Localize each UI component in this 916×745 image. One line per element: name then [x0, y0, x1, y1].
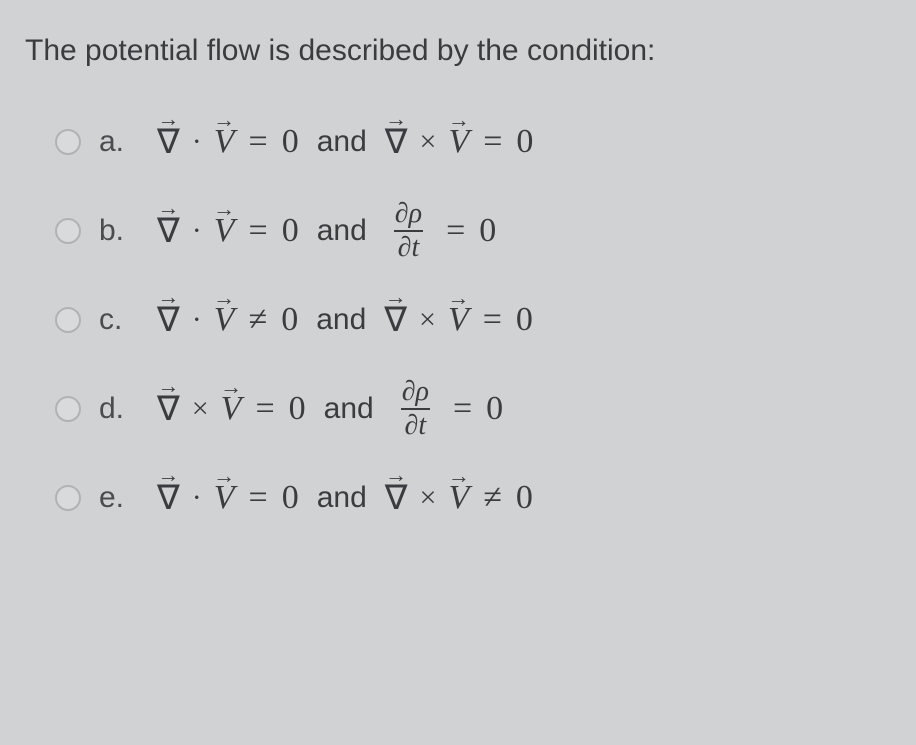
option-row-a[interactable]: a. →∇ · →V = 0 and →∇ × →V = 0	[55, 122, 891, 162]
zero-value: 0	[516, 123, 533, 161]
zero-value: 0	[282, 479, 299, 517]
and-text: and	[317, 481, 367, 515]
fraction: ∂ρ∂t	[398, 378, 433, 440]
and-text: and	[316, 303, 366, 337]
option-row-d[interactable]: d. →∇ × →V = 0 and ∂ρ∂t = 0	[55, 378, 891, 440]
math-expression: →∇ × →V = 0 and ∂ρ∂t = 0	[157, 378, 503, 440]
math-expression: →∇ · →V ≠ 0 and →∇ × →V = 0	[157, 300, 533, 340]
and-text: and	[317, 214, 367, 248]
zero-value: 0	[289, 390, 306, 428]
and-text: and	[324, 392, 374, 426]
fraction-denominator: ∂t	[401, 408, 431, 440]
nabla-symbol: →∇	[385, 478, 408, 518]
equals-sign: =	[446, 212, 465, 250]
nabla-symbol: →∇	[384, 300, 407, 340]
dot-operator: ·	[192, 303, 202, 337]
radio-button[interactable]	[55, 218, 81, 244]
zero-value: 0	[479, 212, 496, 250]
question-text: The potential flow is described by the c…	[25, 30, 891, 72]
zero-value: 0	[281, 301, 298, 339]
times-operator: ×	[420, 481, 437, 515]
equals-sign: =	[249, 479, 268, 517]
option-label: b.	[99, 214, 139, 248]
option-row-b[interactable]: b. →∇ · →V = 0 and ∂ρ∂t = 0	[55, 200, 891, 262]
fraction-denominator: ∂t	[394, 230, 424, 262]
equals-sign: =	[249, 212, 268, 250]
options-container: a.→∇·→V=0and→∇×→V=0b.→∇·→V=0and∂ρ∂t=0c.→…	[25, 122, 891, 518]
radio-button[interactable]	[55, 396, 81, 422]
option-label: c.	[99, 303, 139, 337]
not-equals-sign: ≠	[249, 301, 268, 339]
times-operator: ×	[192, 392, 209, 426]
radio-button[interactable]	[55, 307, 81, 333]
vector-V: →V	[214, 479, 235, 517]
nabla-symbol: →∇	[157, 122, 180, 162]
nabla-symbol: →∇	[157, 389, 180, 429]
option-label: a.	[99, 125, 139, 159]
equals-sign: =	[483, 301, 502, 339]
dot-operator: ·	[192, 125, 202, 159]
equals-sign: =	[249, 123, 268, 161]
nabla-symbol: →∇	[157, 300, 180, 340]
times-operator: ×	[419, 303, 436, 337]
vector-V: →V	[221, 390, 242, 428]
option-label: e.	[99, 481, 139, 515]
zero-value: 0	[516, 301, 533, 339]
option-row-e[interactable]: e. →∇ · →V = 0 and →∇ × →V ≠ 0	[55, 478, 891, 518]
equals-sign: =	[453, 390, 472, 428]
math-expression: →∇ · →V = 0 and →∇ × →V ≠ 0	[157, 478, 533, 518]
fraction: ∂ρ∂t	[391, 200, 426, 262]
math-expression: →∇ · →V = 0 and →∇ × →V = 0	[157, 122, 533, 162]
fraction-numerator: ∂ρ	[398, 378, 433, 408]
vector-V: →V	[448, 479, 469, 517]
and-text: and	[317, 125, 367, 159]
nabla-symbol: →∇	[157, 478, 180, 518]
dot-operator: ·	[192, 214, 202, 248]
not-equals-sign: ≠	[483, 479, 502, 517]
math-expression: →∇ · →V = 0 and ∂ρ∂t = 0	[157, 200, 496, 262]
option-row-c[interactable]: c. →∇ · →V ≠ 0 and →∇ × →V = 0	[55, 300, 891, 340]
zero-value: 0	[282, 212, 299, 250]
vector-V: →V	[448, 301, 469, 339]
equals-sign: =	[255, 390, 274, 428]
radio-button[interactable]	[55, 129, 81, 155]
fraction-numerator: ∂ρ	[391, 200, 426, 230]
zero-value: 0	[282, 123, 299, 161]
vector-V: →V	[214, 123, 235, 161]
zero-value: 0	[516, 479, 533, 517]
dot-operator: ·	[192, 481, 202, 515]
nabla-symbol: →∇	[385, 122, 408, 162]
times-operator: ×	[420, 125, 437, 159]
radio-button[interactable]	[55, 485, 81, 511]
vector-V: →V	[214, 212, 235, 250]
equals-sign: =	[483, 123, 502, 161]
vector-V: →V	[448, 123, 469, 161]
nabla-symbol: →∇	[157, 211, 180, 251]
option-label: d.	[99, 392, 139, 426]
vector-V: →V	[214, 301, 235, 339]
zero-value: 0	[486, 390, 503, 428]
